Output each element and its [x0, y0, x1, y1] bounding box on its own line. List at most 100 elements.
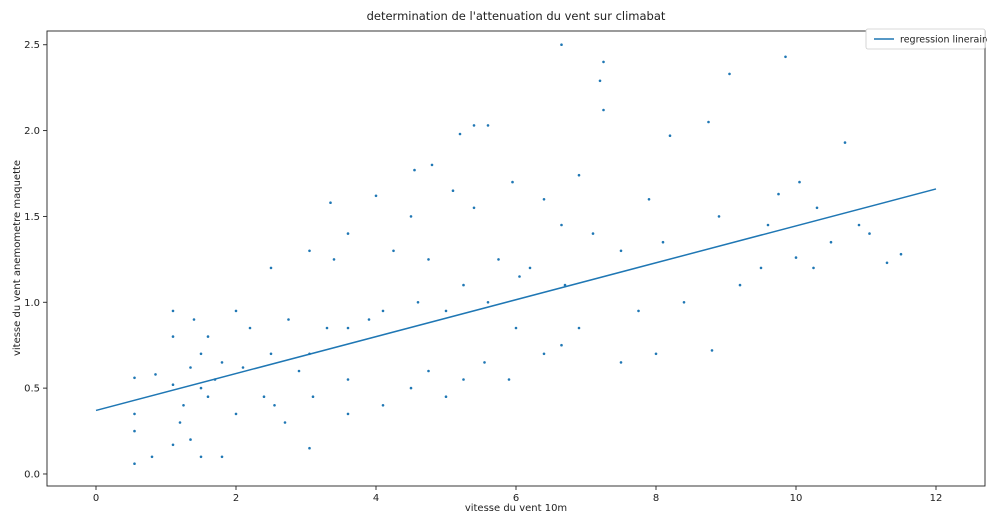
scatter-point [381, 309, 385, 313]
scatter-point [206, 395, 210, 399]
y-tick-label: 2.5 [24, 40, 40, 51]
scatter-point [332, 258, 336, 261]
scatter-point [486, 124, 490, 127]
scatter-point [374, 194, 378, 198]
regression-line-layer [95, 188, 937, 412]
scatter-point [668, 134, 672, 137]
scatter-point [311, 395, 315, 399]
scatter-point [598, 79, 602, 83]
scatter-point [647, 198, 651, 201]
scatter-point [283, 421, 287, 424]
scatter-point [511, 180, 514, 184]
scatter-point [619, 249, 623, 253]
x-tick-label: 0 [93, 493, 99, 504]
scatter-point [738, 283, 742, 287]
scatter-point [560, 43, 563, 46]
scatter-point [710, 349, 714, 352]
scatter-point [346, 232, 350, 235]
scatter-point [171, 309, 175, 313]
legend-box [865, 28, 986, 50]
y-tick-label: 0.5 [24, 384, 40, 395]
scatter-point [430, 163, 434, 167]
scatter-point [133, 412, 136, 416]
scatter-point [542, 352, 546, 356]
scatter-point [563, 283, 567, 287]
scatter-point [885, 261, 889, 265]
scatter-point [413, 168, 416, 172]
y-tick-label: 1.0 [24, 298, 40, 309]
scatter-point [717, 215, 721, 218]
scatter-point [637, 309, 640, 313]
scatter-points [133, 43, 903, 466]
scatter-point [234, 412, 238, 416]
scatter-point [777, 192, 780, 196]
scatter-point [868, 232, 871, 235]
scatter-point [199, 386, 203, 390]
scatter-point [269, 266, 273, 270]
scatter-point [416, 301, 420, 304]
scatter-point [682, 301, 686, 304]
scatter-point [602, 108, 605, 112]
scatter-point [171, 335, 175, 338]
scatter-point [133, 376, 136, 380]
scatter-point [560, 343, 563, 347]
scatter-point [154, 373, 157, 376]
scatter-point [472, 124, 476, 127]
scatter-point [542, 198, 546, 201]
regression-line [95, 188, 937, 412]
scatter-point [759, 266, 763, 270]
scatter-point [728, 72, 731, 76]
x-tick-label: 6 [513, 493, 519, 504]
x-tick-label: 2 [233, 493, 239, 504]
scatter-point [346, 412, 350, 416]
scatter-point [269, 352, 273, 356]
y-tick-label: 2.0 [24, 126, 40, 137]
scatter-point [192, 318, 196, 321]
scatter-point [409, 215, 413, 218]
scatter-point [444, 309, 448, 313]
scatter-point [661, 240, 665, 244]
legend-label: regression lineraire [900, 35, 987, 46]
y-tick-label: 0.0 [24, 469, 40, 480]
scatter-point [654, 352, 658, 356]
scatter-point [514, 326, 518, 330]
scatter-point [273, 404, 276, 407]
scatter-point [241, 366, 245, 369]
x-tick-label: 12 [930, 493, 943, 504]
scatter-point [798, 180, 801, 184]
x-tick-label: 10 [790, 493, 803, 504]
scatter-point [409, 386, 413, 390]
scatter-point [199, 352, 203, 356]
scatter-point [829, 240, 833, 244]
scatter-point [248, 326, 252, 330]
scatter-point [189, 366, 192, 369]
scatter-point [133, 462, 136, 466]
scatter-point [462, 283, 465, 287]
scatter-point [784, 55, 787, 59]
scatter-point [171, 383, 175, 387]
scatter-point [462, 378, 465, 381]
scatter-point [427, 258, 430, 261]
scatter-point [171, 443, 175, 447]
scatter-point [497, 258, 500, 261]
scatter-point [427, 369, 430, 373]
scatter-point [206, 335, 210, 338]
scatter-point [308, 446, 311, 450]
scatter-point [707, 120, 710, 124]
scatter-point [794, 256, 798, 259]
scatter-point [577, 173, 581, 177]
scatter-point [451, 189, 455, 192]
chart-title: determination de l'attenuation du vent s… [367, 9, 666, 23]
scatter-point [346, 378, 350, 381]
scatter-point [325, 326, 329, 330]
scatter-point [486, 301, 490, 304]
scatter-point [133, 429, 136, 433]
scatter-point [234, 309, 238, 313]
scatter-point [189, 438, 192, 441]
legend: regression lineraire [865, 28, 987, 50]
x-tick-label: 8 [653, 493, 659, 504]
scatter-point [602, 60, 605, 64]
scatter-point [444, 395, 448, 399]
scatter-point [619, 361, 623, 364]
